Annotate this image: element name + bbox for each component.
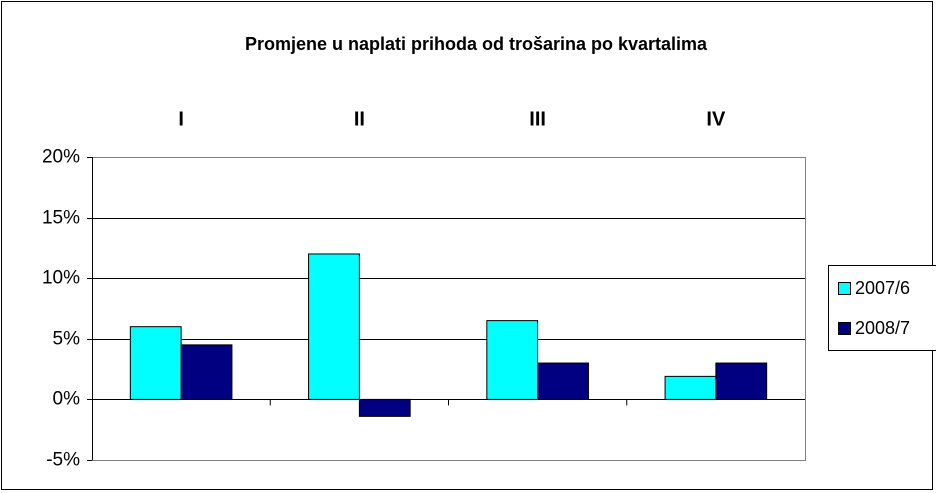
y-tick-label: 10% xyxy=(42,268,80,289)
bar xyxy=(129,326,182,400)
legend-label: 2007/6 xyxy=(855,278,910,298)
chart-title: Promjene u naplati prihoda od trošarina … xyxy=(245,34,708,54)
bar xyxy=(664,375,717,400)
x-category-label: IV xyxy=(706,108,726,130)
bar xyxy=(358,398,411,417)
legend-swatch xyxy=(838,282,851,295)
x-category-label: I xyxy=(178,108,184,130)
bar xyxy=(715,362,768,400)
bar xyxy=(308,253,360,400)
y-tick-label: 0% xyxy=(53,389,81,410)
x-category-label: III xyxy=(529,108,546,130)
y-tick-label: 20% xyxy=(42,147,80,168)
legend-swatch xyxy=(838,322,851,335)
y-tick-label: -5% xyxy=(46,450,80,471)
bar xyxy=(486,320,539,400)
bar xyxy=(537,362,589,400)
legend-label: 2008/7 xyxy=(855,318,910,338)
bar xyxy=(180,344,233,400)
y-tick-label: 5% xyxy=(53,329,81,350)
y-tick-label: 15% xyxy=(42,208,80,229)
legend-box xyxy=(828,265,936,351)
x-category-label: II xyxy=(354,108,365,130)
